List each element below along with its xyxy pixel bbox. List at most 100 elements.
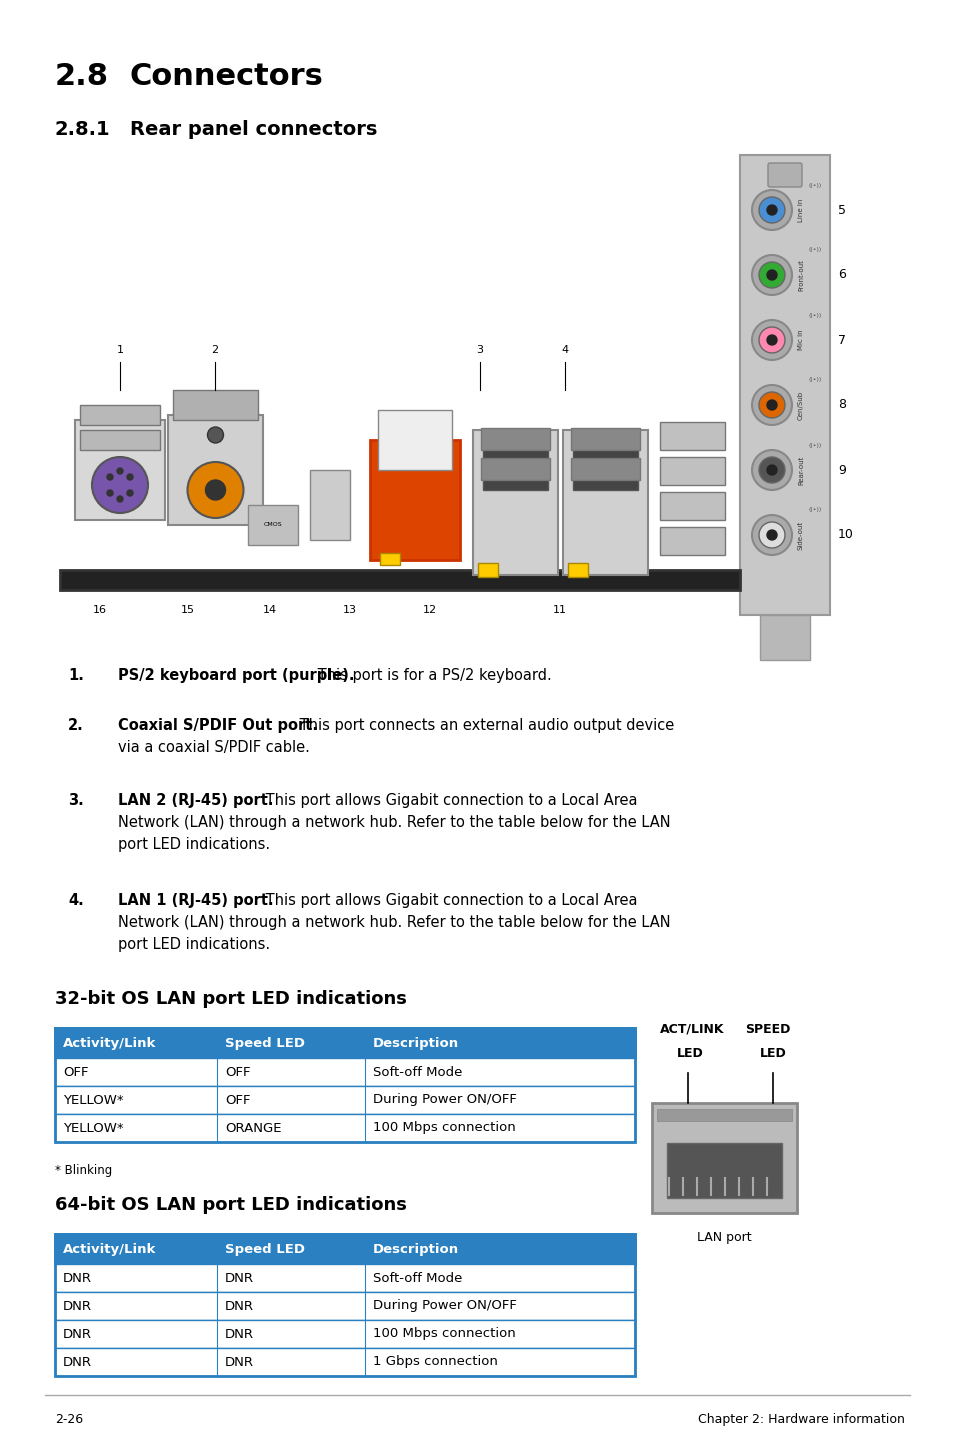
FancyBboxPatch shape — [55, 1234, 635, 1264]
Text: 100 Mbps connection: 100 Mbps connection — [373, 1122, 516, 1135]
Circle shape — [751, 255, 791, 295]
Circle shape — [759, 393, 784, 418]
Text: 5: 5 — [837, 204, 845, 217]
Text: via a coaxial S/PDIF cable.: via a coaxial S/PDIF cable. — [118, 741, 310, 755]
Text: ((•)): ((•)) — [807, 247, 821, 253]
FancyBboxPatch shape — [168, 416, 263, 525]
Text: ((•)): ((•)) — [807, 378, 821, 383]
Circle shape — [188, 462, 243, 518]
FancyBboxPatch shape — [370, 440, 459, 559]
Text: 14: 14 — [263, 605, 276, 615]
FancyBboxPatch shape — [80, 430, 160, 450]
Text: Line in: Line in — [797, 198, 803, 221]
Text: ((•)): ((•)) — [807, 443, 821, 447]
FancyBboxPatch shape — [571, 457, 639, 480]
Text: LED: LED — [760, 1047, 786, 1060]
Text: DNR: DNR — [225, 1356, 253, 1369]
Text: ACT/LINK: ACT/LINK — [659, 1022, 723, 1035]
Circle shape — [759, 197, 784, 223]
Text: DNR: DNR — [63, 1327, 91, 1340]
Text: LED: LED — [677, 1047, 703, 1060]
Circle shape — [751, 450, 791, 490]
Text: YELLOW*: YELLOW* — [63, 1122, 124, 1135]
Text: During Power ON/OFF: During Power ON/OFF — [373, 1300, 517, 1313]
FancyBboxPatch shape — [480, 457, 550, 480]
FancyBboxPatch shape — [55, 1086, 635, 1114]
Text: OFF: OFF — [225, 1093, 251, 1106]
Text: LAN 1 (RJ-45) port.: LAN 1 (RJ-45) port. — [118, 893, 274, 907]
FancyBboxPatch shape — [55, 1058, 635, 1086]
Text: 4.: 4. — [68, 893, 84, 907]
Text: Cen/Sub: Cen/Sub — [797, 391, 803, 420]
Text: 1: 1 — [116, 345, 123, 355]
Text: 10: 10 — [837, 529, 853, 542]
Text: 11: 11 — [553, 605, 566, 615]
Circle shape — [751, 385, 791, 426]
Text: 3: 3 — [476, 345, 483, 355]
Circle shape — [107, 475, 112, 480]
FancyBboxPatch shape — [562, 430, 647, 575]
FancyBboxPatch shape — [480, 429, 550, 450]
Text: SPEED: SPEED — [744, 1022, 789, 1035]
Text: 15: 15 — [181, 605, 194, 615]
FancyBboxPatch shape — [55, 1264, 635, 1291]
Circle shape — [759, 262, 784, 288]
Text: Network (LAN) through a network hub. Refer to the table below for the LAN: Network (LAN) through a network hub. Ref… — [118, 815, 670, 830]
Text: 16: 16 — [92, 605, 107, 615]
FancyBboxPatch shape — [55, 1347, 635, 1376]
FancyBboxPatch shape — [60, 569, 740, 590]
Text: 12: 12 — [422, 605, 436, 615]
Text: ORANGE: ORANGE — [225, 1122, 281, 1135]
Text: Chapter 2: Hardware information: Chapter 2: Hardware information — [698, 1414, 904, 1426]
Circle shape — [208, 427, 223, 443]
Text: 100 Mbps connection: 100 Mbps connection — [373, 1327, 516, 1340]
Text: LAN port: LAN port — [697, 1231, 751, 1244]
Circle shape — [91, 457, 148, 513]
Text: Mic in: Mic in — [797, 329, 803, 351]
Text: Rear panel connectors: Rear panel connectors — [130, 119, 377, 139]
Text: Speed LED: Speed LED — [225, 1242, 305, 1255]
Text: 7: 7 — [837, 334, 845, 347]
Text: 2.8.1: 2.8.1 — [55, 119, 111, 139]
FancyBboxPatch shape — [55, 1291, 635, 1320]
Text: Soft-off Mode: Soft-off Mode — [373, 1271, 462, 1284]
FancyBboxPatch shape — [55, 1114, 635, 1142]
Text: This port is for a PS/2 keyboard.: This port is for a PS/2 keyboard. — [313, 669, 551, 683]
Text: Description: Description — [373, 1242, 458, 1255]
Circle shape — [759, 522, 784, 548]
Text: ((•)): ((•)) — [807, 508, 821, 512]
FancyBboxPatch shape — [767, 162, 801, 187]
FancyBboxPatch shape — [55, 1028, 635, 1058]
Text: 8: 8 — [837, 398, 845, 411]
Text: 64-bit OS LAN port LED indications: 64-bit OS LAN port LED indications — [55, 1196, 406, 1214]
Text: Activity/Link: Activity/Link — [63, 1242, 156, 1255]
Text: 9: 9 — [837, 463, 845, 476]
Text: Speed LED: Speed LED — [225, 1037, 305, 1050]
Circle shape — [205, 480, 225, 500]
Circle shape — [766, 400, 776, 410]
FancyBboxPatch shape — [248, 505, 297, 545]
Text: This port allows Gigabit connection to a Local Area: This port allows Gigabit connection to a… — [261, 792, 637, 808]
Text: 1 Gbps connection: 1 Gbps connection — [373, 1356, 497, 1369]
FancyBboxPatch shape — [573, 436, 638, 490]
Circle shape — [107, 490, 112, 496]
Text: 6: 6 — [837, 269, 845, 282]
Text: During Power ON/OFF: During Power ON/OFF — [373, 1093, 517, 1106]
Circle shape — [759, 326, 784, 352]
Text: 13: 13 — [343, 605, 356, 615]
Text: Network (LAN) through a network hub. Refer to the table below for the LAN: Network (LAN) through a network hub. Ref… — [118, 915, 670, 930]
FancyBboxPatch shape — [379, 554, 399, 565]
FancyBboxPatch shape — [55, 1320, 635, 1347]
FancyBboxPatch shape — [651, 1103, 796, 1214]
Circle shape — [751, 190, 791, 230]
FancyBboxPatch shape — [75, 420, 165, 521]
FancyBboxPatch shape — [377, 410, 452, 470]
FancyBboxPatch shape — [482, 436, 547, 490]
Circle shape — [766, 531, 776, 541]
Text: CMOS: CMOS — [263, 522, 282, 528]
Text: Description: Description — [373, 1037, 458, 1050]
Text: Soft-off Mode: Soft-off Mode — [373, 1066, 462, 1078]
Text: Connectors: Connectors — [130, 62, 323, 91]
Text: PS/2 keyboard port (purple).: PS/2 keyboard port (purple). — [118, 669, 355, 683]
Circle shape — [117, 496, 123, 502]
